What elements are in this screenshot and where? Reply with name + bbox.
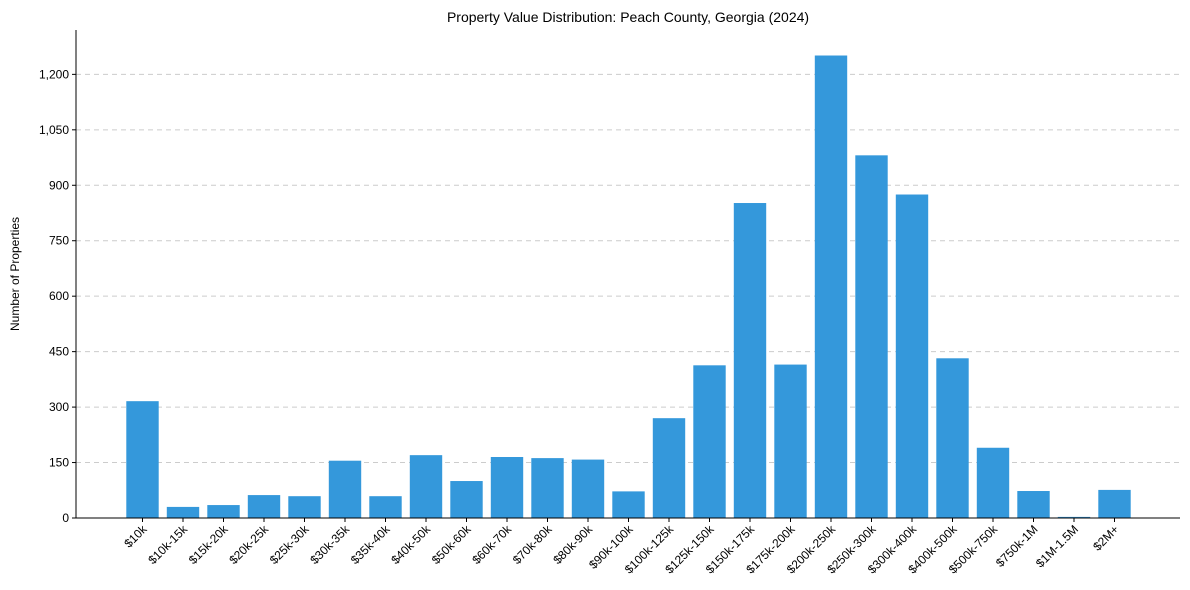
bar xyxy=(733,203,767,518)
bar xyxy=(774,364,807,518)
x-tick-label: $10k xyxy=(121,522,150,551)
chart-title: Property Value Distribution: Peach Count… xyxy=(447,9,809,25)
x-tick-label: $30k-35k xyxy=(307,522,353,568)
bar xyxy=(531,458,564,518)
bar xyxy=(855,155,888,518)
bar xyxy=(409,455,443,518)
x-ticks: $10k$10k-15k$15k-20k$20k-25k$25k-30k$30k… xyxy=(121,518,1122,576)
gridlines xyxy=(76,73,1180,464)
bar xyxy=(571,459,605,518)
x-tick-label: $70k-80k xyxy=(510,522,556,568)
y-tick-label: 150 xyxy=(49,456,69,470)
bars xyxy=(126,55,1131,519)
y-tick-label: 600 xyxy=(49,289,69,303)
y-axis-label: Number of Properties xyxy=(8,217,22,331)
x-tick-label: $15k-20k xyxy=(186,522,232,568)
bar xyxy=(693,365,726,518)
axes xyxy=(75,30,1180,519)
y-tick-label: 300 xyxy=(49,400,69,414)
x-tick-label: $20k-25k xyxy=(226,522,272,568)
bar xyxy=(207,505,240,518)
bar xyxy=(126,401,159,518)
bar xyxy=(652,418,686,518)
y-tick-label: 750 xyxy=(49,234,69,248)
x-tick-label: $50k-60k xyxy=(429,522,475,568)
y-tick-label: 450 xyxy=(49,345,69,359)
x-tick-label: $10k-15k xyxy=(145,522,191,568)
bar xyxy=(166,506,200,518)
y-ticks: 0 150 300 450 600 750 900 1,050 1,200 xyxy=(39,67,76,525)
bar xyxy=(936,358,969,518)
y-tick-label: 900 xyxy=(49,178,69,192)
bar xyxy=(612,491,645,518)
bar xyxy=(1057,516,1091,518)
bar xyxy=(369,496,402,518)
bar xyxy=(490,457,524,518)
x-tick-label: $1M-1.5M xyxy=(1033,522,1081,570)
bar xyxy=(976,447,1010,518)
bar xyxy=(814,55,848,518)
x-tick-label: $40k-50k xyxy=(388,522,434,568)
bar xyxy=(328,460,362,518)
y-tick-label: 1,200 xyxy=(39,67,69,81)
x-tick-label: $60k-70k xyxy=(469,522,515,568)
bar xyxy=(895,194,929,519)
x-tick-label: $25k-30k xyxy=(267,522,313,568)
bar xyxy=(288,496,321,518)
bar xyxy=(247,495,281,518)
x-tick-label: $35k-40k xyxy=(348,522,394,568)
x-tick-label: $750k-1M xyxy=(993,522,1041,570)
y-tick-label: 1,050 xyxy=(39,123,69,137)
x-tick-label: $2M+ xyxy=(1090,522,1121,553)
y-tick-label: 0 xyxy=(62,511,69,525)
bar xyxy=(1017,491,1050,518)
bar xyxy=(450,481,483,518)
bar xyxy=(1098,489,1131,518)
